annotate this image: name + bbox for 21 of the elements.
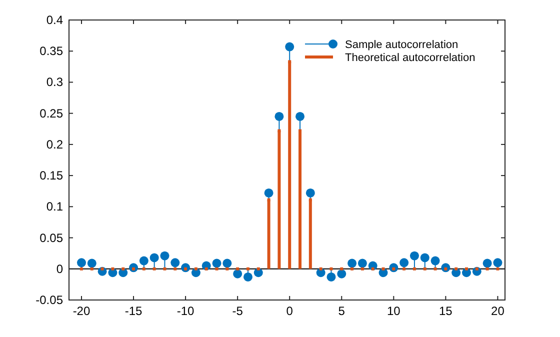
y-tick-label: 0.4 (46, 13, 64, 27)
y-tick-label: 0.1 (46, 200, 64, 214)
x-tick-label: 20 (491, 304, 505, 318)
y-tick-label: 0.2 (46, 137, 64, 152)
x-tick-label: -15 (124, 304, 143, 318)
y-tick-label: 0.25 (40, 106, 64, 120)
y-tick-label: 0.3 (46, 75, 64, 90)
x-tick-label: 0 (286, 304, 294, 318)
x-tick-label: 10 (386, 304, 401, 318)
x-tick-label: -10 (176, 304, 195, 318)
legend-label: Theoretical autocorrelation (345, 52, 476, 64)
x-tick-label: -20 (72, 304, 90, 318)
x-tick-label: -5 (232, 304, 244, 318)
y-tick-label: -0.05 (36, 293, 64, 307)
x-tick-label: 15 (439, 304, 453, 318)
legend-label: Sample autocorrelation (345, 39, 458, 51)
y-tick-label: 0 (56, 262, 64, 276)
y-tick-label: 0.15 (40, 168, 64, 183)
y-tick-label: 0.05 (40, 230, 64, 245)
x-tick-label: 5 (338, 304, 346, 318)
y-tick-label: 0.35 (40, 44, 64, 58)
